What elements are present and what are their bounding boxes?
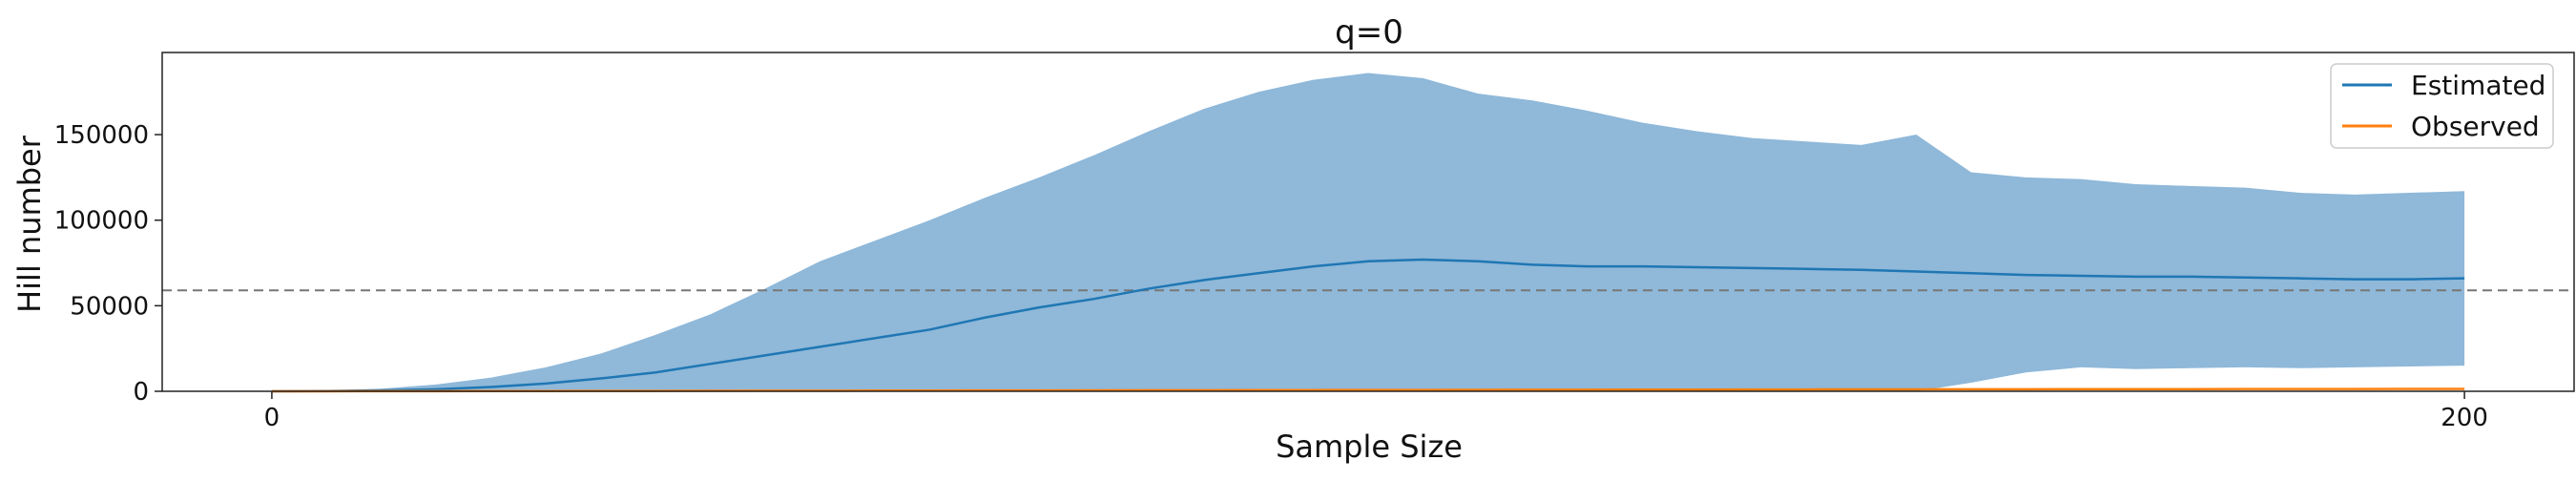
x-tick-label: 0 xyxy=(264,404,280,432)
legend-label-estimated: Estimated xyxy=(2411,70,2545,101)
axes: 0 50000 100000 150000 0 200 xyxy=(54,52,2575,432)
y-axis-label: Hill number xyxy=(11,135,48,313)
x-tick-label: 200 xyxy=(2441,404,2488,432)
confidence-band xyxy=(271,73,2465,392)
legend: Estimated Observed xyxy=(2330,63,2554,149)
chart-title: q=0 xyxy=(1335,13,1403,52)
y-tick-label: 150000 xyxy=(54,121,149,150)
y-tick-label: 0 xyxy=(133,378,149,407)
y-tick-label: 50000 xyxy=(70,292,149,321)
legend-label-observed: Observed xyxy=(2411,111,2540,142)
plot-frame xyxy=(161,52,2575,392)
estimated-line xyxy=(271,258,2465,393)
x-axis-label: Sample Size xyxy=(1276,429,1463,465)
y-tick-label: 100000 xyxy=(54,207,149,236)
